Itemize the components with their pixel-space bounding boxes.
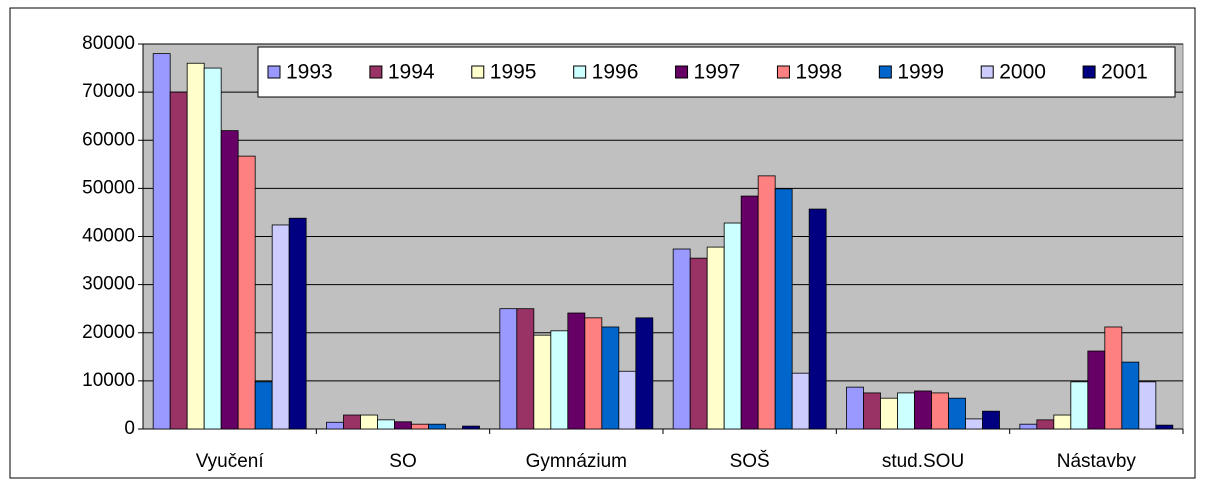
- bar: [1155, 424, 1174, 430]
- bar: [689, 257, 708, 430]
- y-tick-label: 60000: [82, 129, 135, 150]
- legend-swatch: [878, 65, 892, 79]
- legend-label: 1993: [286, 61, 333, 84]
- legend-swatch: [471, 65, 485, 79]
- legend-swatch: [980, 65, 994, 79]
- bar: [271, 224, 290, 430]
- bar: [982, 410, 1000, 430]
- bar: [914, 390, 932, 430]
- legend-swatch: [675, 65, 689, 79]
- bar: [499, 308, 518, 430]
- x-tick-label: SOŠ: [730, 450, 770, 472]
- bar: [1053, 414, 1072, 430]
- x-tick-label: SO: [389, 451, 416, 472]
- y-tick-label: 40000: [82, 226, 135, 247]
- x-tick-label: Gymnázium: [526, 451, 627, 472]
- bar: [1019, 423, 1038, 430]
- bar: [757, 175, 776, 430]
- bar: [723, 222, 742, 430]
- legend-box: [257, 46, 1176, 98]
- bar: [203, 67, 222, 430]
- bar: [948, 397, 966, 430]
- legend-label: 1997: [694, 61, 741, 84]
- legend-swatch: [776, 65, 790, 79]
- bar: [846, 386, 864, 430]
- bar: [584, 317, 603, 430]
- bar: [1121, 361, 1140, 430]
- bar: [567, 312, 586, 430]
- bar: [377, 419, 395, 430]
- bar: [740, 195, 759, 430]
- legend-label: 1995: [490, 61, 537, 84]
- legend-swatch: [369, 65, 383, 79]
- bar: [1138, 381, 1157, 430]
- bar: [601, 326, 620, 430]
- bar: [186, 62, 205, 430]
- bar: [1104, 326, 1123, 430]
- legend-label: 1996: [592, 61, 639, 84]
- bar: [1087, 350, 1106, 430]
- y-tick-label: 30000: [82, 274, 135, 295]
- x-tick-label: Nástavby: [1057, 451, 1137, 472]
- bar: [343, 414, 361, 430]
- y-tick-label: 70000: [82, 81, 135, 102]
- bar: [706, 246, 725, 430]
- bar: [618, 370, 637, 430]
- bar: [897, 392, 915, 430]
- bar: [237, 155, 256, 430]
- legend-label: 1998: [795, 61, 842, 84]
- bar: [326, 421, 344, 430]
- bar: [169, 91, 188, 430]
- y-tick-label: 20000: [82, 322, 135, 343]
- bar: [550, 330, 569, 430]
- y-tick-label: 50000: [82, 177, 135, 198]
- bar: [533, 334, 552, 430]
- bar: [1070, 381, 1089, 430]
- bar: [516, 308, 535, 430]
- y-tick-label: 10000: [82, 370, 135, 391]
- bar: [254, 381, 273, 430]
- bar: [152, 53, 171, 430]
- bar: [635, 317, 654, 430]
- y-tick-label: 80000: [82, 33, 135, 54]
- legend-swatch: [1082, 65, 1096, 79]
- bar: [411, 423, 429, 430]
- bar: [931, 392, 949, 430]
- x-tick-label: Vyučení: [196, 451, 265, 472]
- bar: [288, 217, 307, 430]
- bar: [808, 208, 827, 430]
- bar: [880, 397, 898, 430]
- bar: [360, 414, 378, 430]
- bar: [863, 392, 881, 430]
- bar: [774, 188, 793, 430]
- x-tick-label: stud.SOU: [882, 451, 964, 472]
- legend-label: 1994: [388, 61, 435, 84]
- bar: [220, 130, 239, 430]
- y-tick-label: 0: [124, 418, 135, 439]
- legend-label: 2001: [1101, 61, 1148, 84]
- bar: [462, 425, 480, 430]
- legend-label: 2000: [999, 61, 1046, 84]
- bar: [965, 418, 983, 430]
- bar: [1036, 419, 1055, 430]
- legend-label: 1999: [897, 61, 944, 84]
- bar: [791, 372, 810, 430]
- bar: [672, 248, 691, 430]
- bar: [428, 423, 446, 430]
- legend-swatch: [267, 65, 281, 79]
- legend-swatch: [573, 65, 587, 79]
- bar: [394, 421, 412, 430]
